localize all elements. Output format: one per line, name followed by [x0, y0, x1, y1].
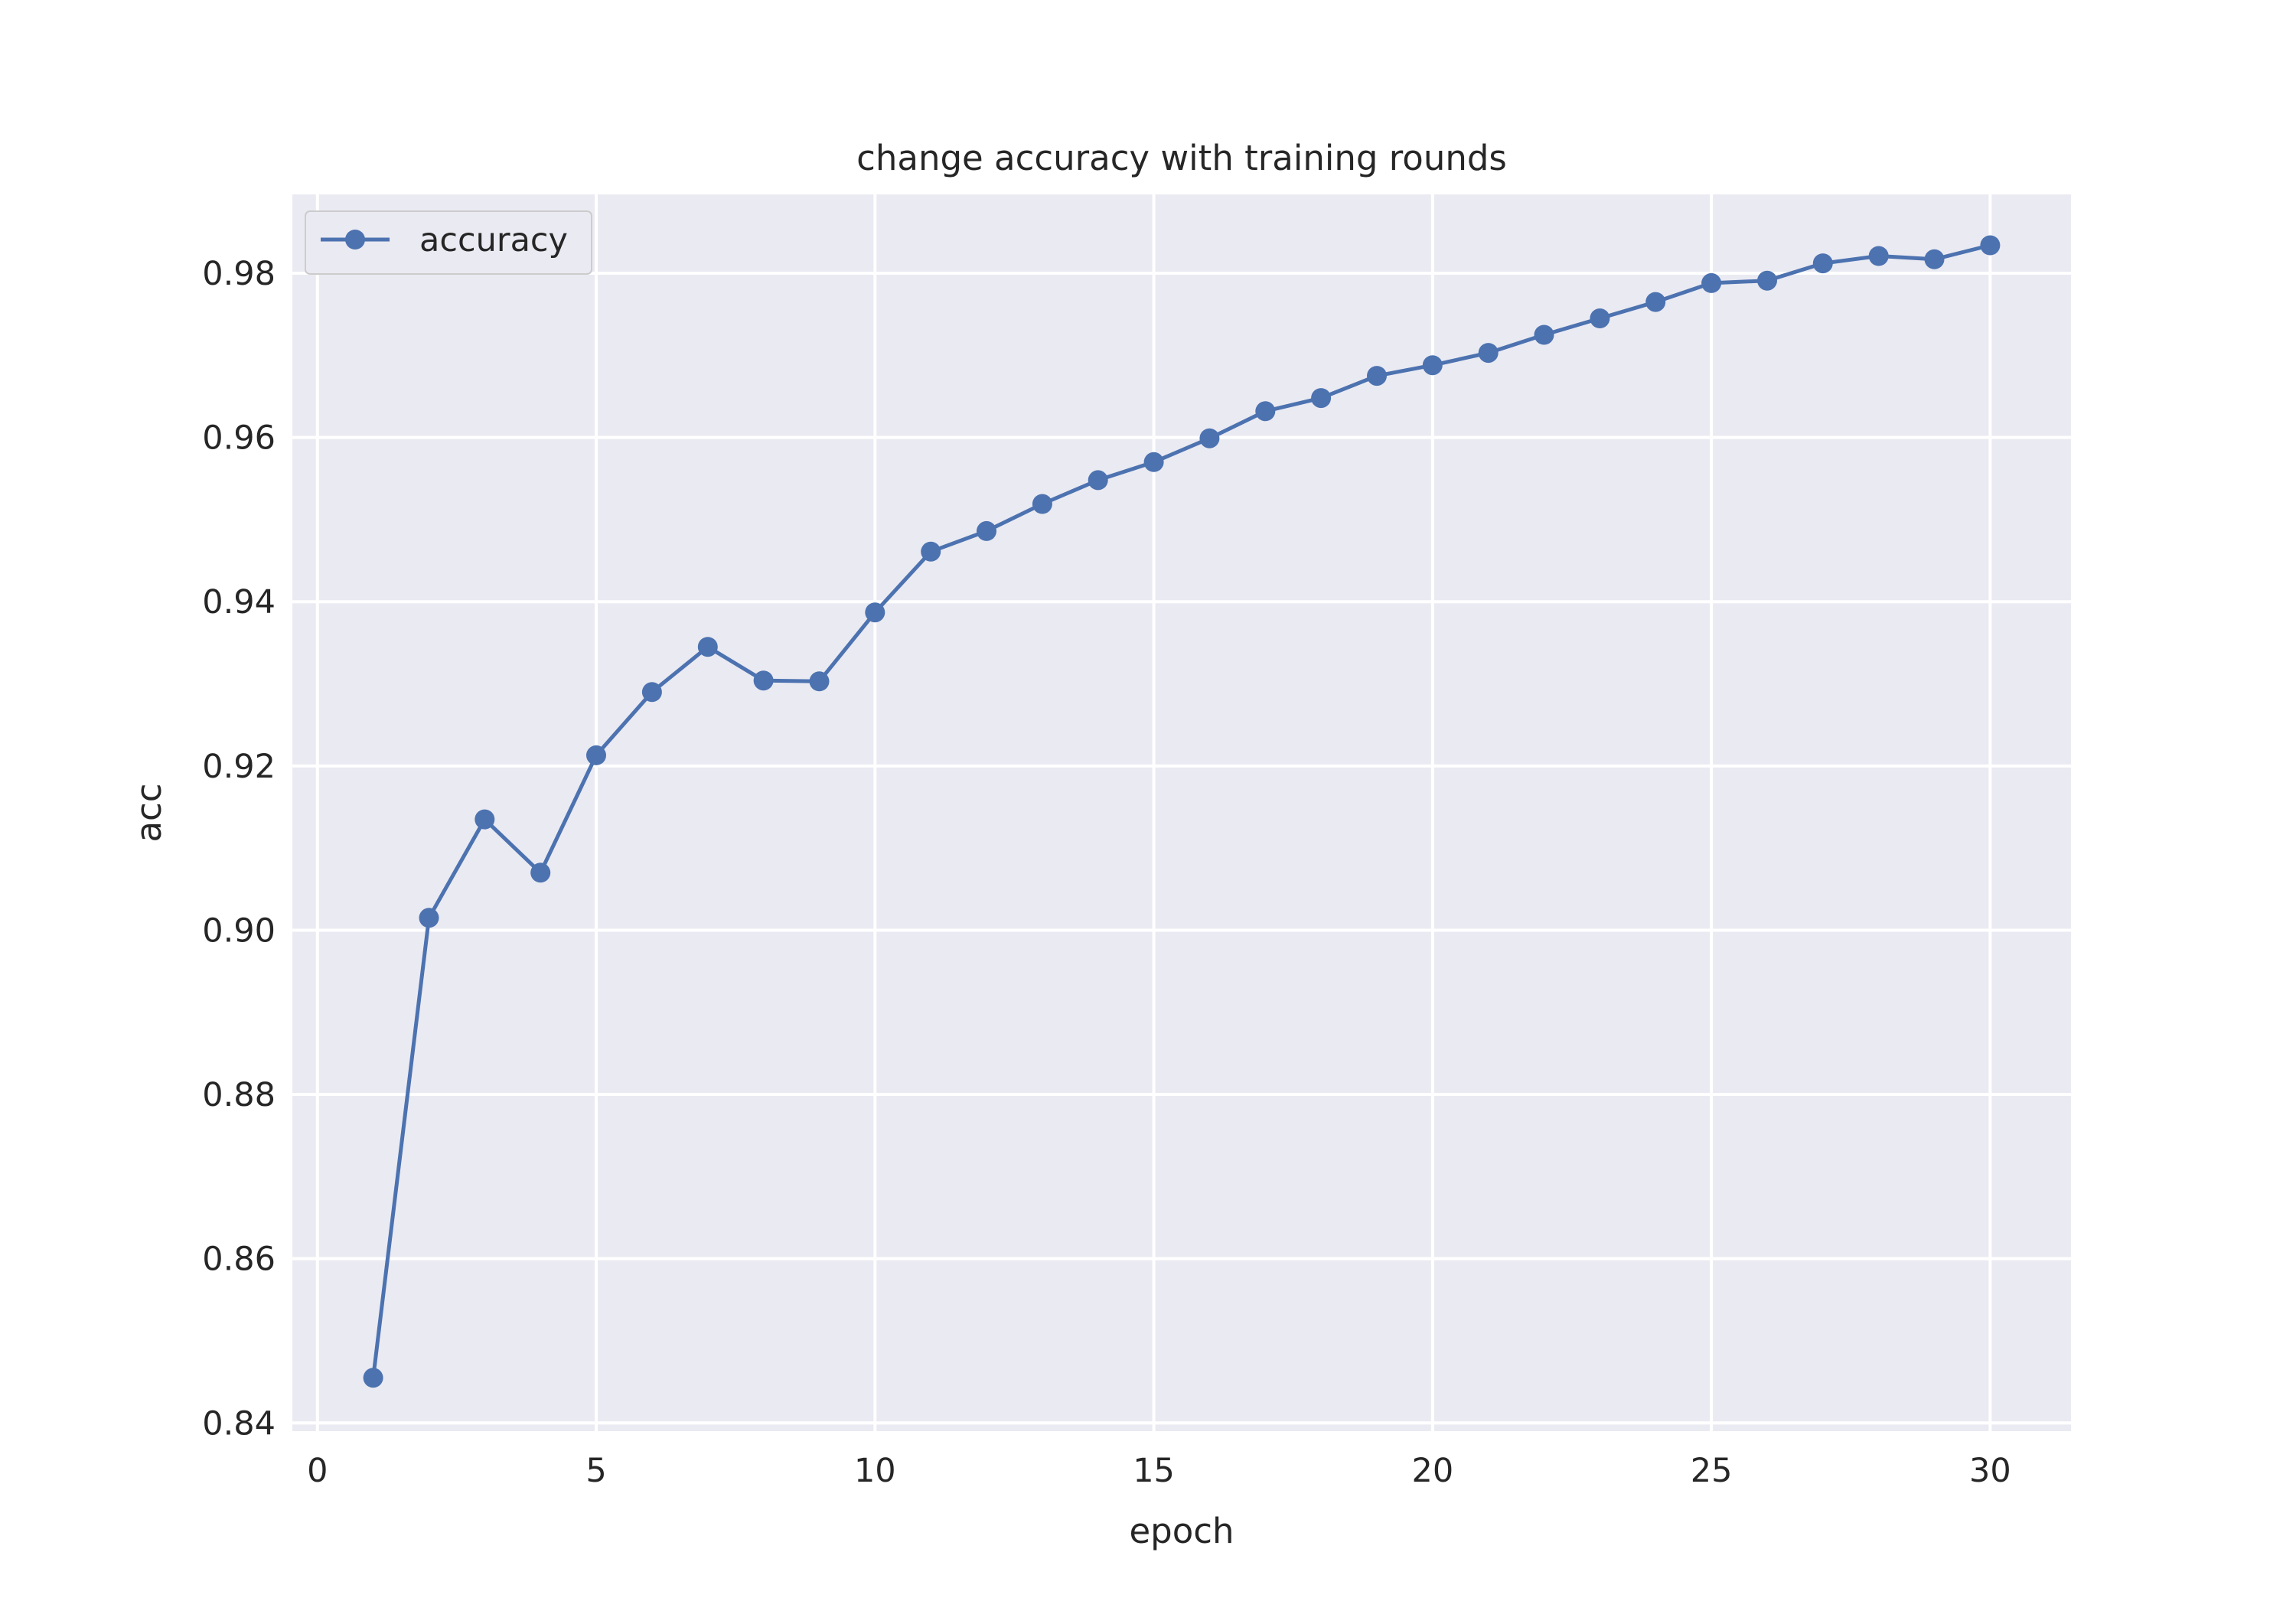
data-point[interactable] [641, 682, 662, 703]
y-tick-label: 0.84 [202, 1404, 276, 1443]
data-point[interactable] [1199, 428, 1220, 448]
y-tick-label: 0.88 [202, 1076, 276, 1114]
y-tick-label: 0.94 [202, 583, 276, 621]
data-point[interactable] [1590, 308, 1610, 328]
data-point[interactable] [1645, 292, 1666, 312]
data-point[interactable] [1311, 388, 1332, 409]
y-tick-label: 0.90 [202, 911, 276, 950]
legend[interactable]: accuracy [305, 210, 592, 275]
data-point[interactable] [1422, 355, 1443, 376]
x-axis-label: epoch [1129, 1511, 1234, 1551]
data-point[interactable] [1980, 235, 2001, 256]
data-point[interactable] [419, 908, 439, 928]
y-tick-label: 0.96 [202, 419, 276, 458]
data-point[interactable] [1478, 343, 1499, 364]
data-point[interactable] [1255, 401, 1276, 422]
y-axis-label: acc [129, 783, 169, 842]
data-point[interactable] [586, 745, 606, 765]
data-point[interactable] [921, 541, 941, 562]
data-point[interactable] [865, 602, 885, 623]
data-point[interactable] [697, 637, 718, 657]
series-layer [363, 235, 2001, 1388]
tick-labels: 0 5 10 15 20 25 30 0.84 0.86 0.88 0.90 0.92 0.94 0.96… [202, 255, 2011, 1490]
y-tick-label: 0.92 [202, 748, 276, 786]
legend-box [305, 210, 592, 275]
data-point[interactable] [1367, 366, 1387, 386]
data-point[interactable] [753, 670, 774, 691]
data-point[interactable] [1868, 246, 1889, 266]
data-point[interactable] [809, 671, 830, 692]
x-tick-label: 20 [1411, 1452, 1453, 1490]
x-tick-label: 10 [854, 1452, 896, 1490]
data-point[interactable] [1812, 253, 1833, 274]
data-point[interactable] [1534, 324, 1554, 345]
data-point[interactable] [530, 863, 551, 883]
y-tick-label: 0.86 [202, 1241, 276, 1279]
x-tick-label: 30 [1969, 1452, 2011, 1490]
x-tick-label: 25 [1691, 1452, 1733, 1490]
x-tick-label: 5 [585, 1452, 606, 1490]
legend-marker-swatch [345, 230, 365, 249]
legend-label-accuracy: accuracy [419, 221, 568, 259]
data-point[interactable] [1757, 270, 1777, 291]
x-tick-label: 0 [307, 1452, 328, 1490]
data-point[interactable] [1701, 272, 1722, 293]
y-tick-label: 0.98 [202, 255, 276, 293]
data-point[interactable] [475, 809, 495, 830]
data-point[interactable] [363, 1368, 383, 1388]
grid [292, 194, 2071, 1431]
plot-area [292, 194, 2071, 1431]
chart-title: change accuracy with training rounds [856, 138, 1507, 178]
x-tick-label: 15 [1133, 1452, 1175, 1490]
data-point[interactable] [1143, 452, 1164, 472]
data-point[interactable] [977, 520, 996, 541]
data-point[interactable] [1088, 470, 1108, 491]
data-point[interactable] [1032, 494, 1052, 514]
data-point[interactable] [1924, 249, 1945, 269]
